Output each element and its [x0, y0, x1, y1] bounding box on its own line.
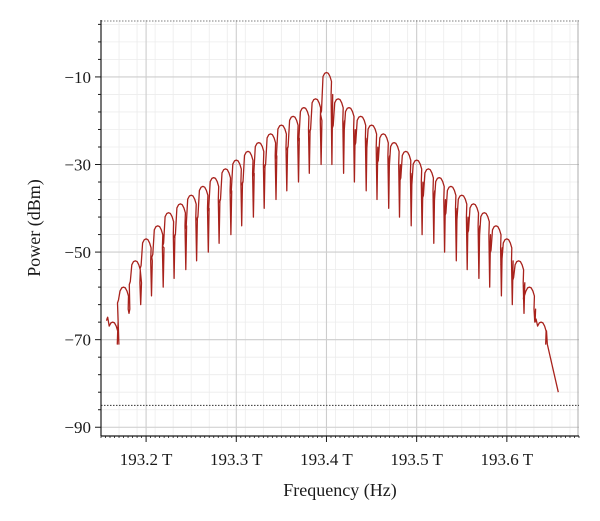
- y-axis-tick-labels: −10 −30 −50 −70 −90: [64, 68, 91, 437]
- x-tick-label: 193.5 T: [390, 450, 443, 469]
- x-axis-title: Frequency (Hz): [283, 480, 396, 501]
- series-group: [106, 71, 559, 393]
- x-tick-label: 193.6 T: [481, 450, 534, 469]
- y-tick-label: −90: [64, 418, 91, 437]
- x-axis-ticks: [100, 436, 580, 442]
- y-tick-label: −50: [64, 243, 91, 262]
- x-axis-tick-labels: 193.2 T 193.3 T 193.4 T 193.5 T 193.6 T: [120, 450, 534, 469]
- y-tick-label: −10: [64, 68, 91, 87]
- x-tick-label: 193.2 T: [120, 450, 173, 469]
- x-tick-label: 193.4 T: [300, 450, 353, 469]
- x-tick-label: 193.3 T: [210, 450, 263, 469]
- plot-background: [101, 20, 579, 436]
- y-axis-ticks: [95, 23, 101, 428]
- y-axis-title: Power (dBm): [24, 179, 45, 277]
- major-grid: [101, 20, 579, 436]
- y-tick-label: −70: [64, 331, 91, 350]
- spectrum-trace: [106, 71, 559, 393]
- y-tick-label: −30: [64, 156, 91, 175]
